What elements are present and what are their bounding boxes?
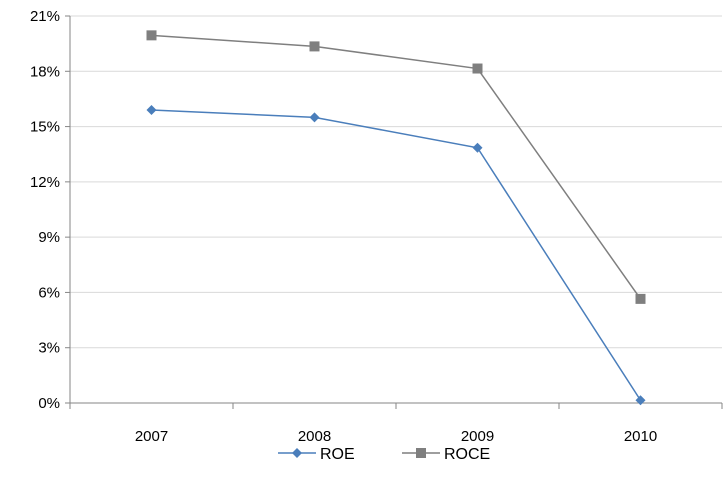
y-tick-label: 6% (38, 284, 60, 301)
series-roce (146, 30, 646, 304)
y-tick-label: 15% (30, 119, 60, 136)
x-axis-ticks: 2007 2008 2009 2010 (69, 403, 723, 445)
y-axis-ticks: 0% 3% 6% 9% 12% 15% 18% 21% (30, 8, 70, 412)
legend-label: ROE (320, 446, 355, 463)
legend-label: ROCE (444, 446, 490, 463)
y-tick-label: 12% (30, 174, 60, 191)
series-line (151, 109, 642, 401)
gridlines (70, 15, 722, 349)
y-tick-label: 0% (38, 395, 60, 412)
y-tick-label: 18% (30, 63, 60, 80)
data-point (309, 112, 320, 123)
series-line (151, 34, 642, 300)
series-roe (146, 104, 646, 406)
legend-marker (292, 448, 302, 458)
data-point (472, 142, 483, 153)
series-layer (146, 30, 646, 406)
data-point (309, 41, 320, 52)
legend: ROE ROCE (278, 446, 490, 463)
data-point (472, 63, 483, 74)
data-point (146, 30, 157, 41)
axes (69, 16, 722, 404)
y-tick-label: 21% (30, 8, 60, 25)
data-point (635, 293, 646, 304)
legend-item-roce: ROCE (402, 446, 490, 463)
y-tick-label: 3% (38, 340, 60, 357)
y-tick-label: 9% (38, 229, 60, 246)
data-point (635, 395, 646, 406)
legend-item-roe: ROE (278, 446, 355, 463)
x-tick-label: 2007 (135, 428, 168, 445)
x-tick-label: 2010 (624, 428, 657, 445)
x-tick-label: 2008 (298, 428, 331, 445)
data-point (146, 104, 157, 115)
legend-marker (416, 448, 426, 458)
x-tick-label: 2009 (461, 428, 494, 445)
